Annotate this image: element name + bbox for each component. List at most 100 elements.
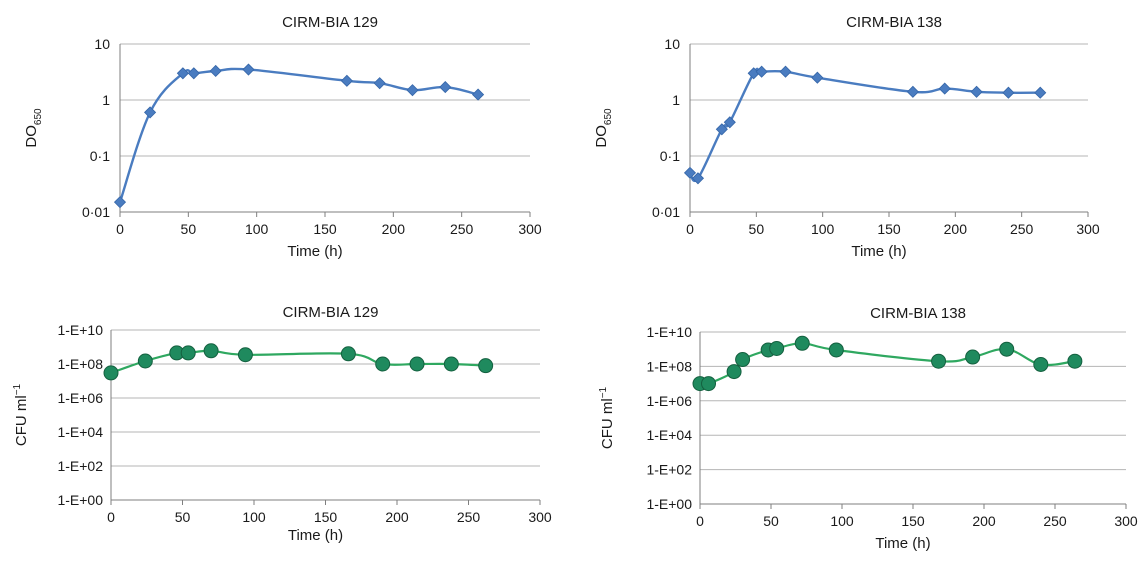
x-axis-label: Time (h) [287,243,342,260]
data-point [103,365,119,381]
x-tick-label: 250 [450,221,474,237]
data-point [1002,86,1015,99]
y-tick-label: 1-E+08 [57,356,103,372]
y-tick-label: 0·01 [82,204,110,220]
chart-title: CIRM-BIA 129 [283,304,379,321]
y-tick-label: 0·1 [660,148,680,164]
data-point [1034,86,1047,99]
x-tick-label: 150 [901,513,925,529]
data-point [701,376,717,392]
y-tick-label: 1-E+10 [57,322,103,338]
x-tick-label: 250 [1010,221,1034,237]
x-tick-label: 0 [696,513,704,529]
data-point [203,343,219,359]
x-tick-label: 200 [972,513,996,529]
x-tick-label: 150 [314,509,338,525]
y-tick-label: 1-E+00 [646,496,692,512]
data-point [406,84,419,97]
y-tick-label: 1-E+02 [57,458,103,474]
data-point [1067,353,1083,369]
x-tick-label: 200 [382,221,406,237]
x-tick-label: 300 [1076,221,1100,237]
data-point [794,335,810,351]
data-point [439,81,452,94]
y-tick-label: 1-E+10 [646,324,692,340]
y-tick-label: 1-E+06 [646,393,692,409]
data-point [137,353,153,369]
data-point [176,67,189,80]
series-line [699,342,1076,386]
data-point [478,358,494,374]
x-tick-label: 150 [877,221,901,237]
x-tick-label: 300 [518,221,542,237]
data-point [906,85,919,98]
x-tick-label: 0 [116,221,124,237]
data-point [970,85,983,98]
data-point [726,364,742,380]
data-point [409,356,425,372]
data-point [237,347,253,363]
data-point [965,349,981,365]
data-point [769,340,785,356]
data-point [999,341,1015,357]
data-point [187,67,200,80]
y-axis-label: DO650 [593,108,614,148]
chart-title: CIRM-BIA 138 [870,305,966,322]
data-point [113,196,127,209]
x-tick-label: 50 [181,221,197,237]
data-point [443,356,459,372]
data-point [1033,356,1049,372]
x-tick-label: 250 [457,509,481,525]
y-tick-label: 1-E+02 [646,462,692,478]
chart-title: CIRM-BIA 129 [282,14,378,31]
y-tick-label: 1-E+06 [57,390,103,406]
data-point [723,116,736,129]
data-point [472,88,485,101]
x-tick-label: 250 [1043,513,1067,529]
x-tick-label: 0 [107,509,115,525]
series-line [110,349,486,374]
data-point [242,63,255,76]
y-tick-label: 10 [664,36,680,52]
x-tick-label: 50 [749,221,765,237]
data-point [209,64,222,78]
y-tick-label: 1-E+08 [646,358,692,374]
data-point [938,82,951,95]
data-point [715,123,728,136]
data-point [691,172,705,185]
series-line [688,67,1041,183]
x-axis-label: Time (h) [288,527,343,544]
x-tick-label: 300 [1114,513,1138,529]
series-line [118,67,479,203]
y-tick-label: 1-E+04 [646,427,692,443]
y-tick-label: 1-E+04 [57,424,103,440]
data-point [735,352,751,368]
y-axis-label: CFU ml−1 [598,386,616,449]
chart-cfu-cirm-bia-129: CIRM-BIA 129 1-E+00 1-E+02 1-E+04 1-E+06 1-E+… [12,304,552,544]
data-point [811,71,824,84]
y-axis-label: DO650 [23,108,44,148]
chart-cfu-cirm-bia-138: CIRM-BIA 138 1-E+00 1-E+02 1-E+04 1-E+06 1-E+… [598,305,1138,552]
y-axis-label: CFU ml−1 [12,383,30,446]
y-tick-label: 1 [102,92,110,108]
data-point [180,345,196,361]
x-tick-label: 100 [242,509,266,525]
data-point [931,353,947,369]
x-tick-label: 200 [944,221,968,237]
x-tick-label: 200 [385,509,409,525]
data-point [144,106,157,119]
x-tick-label: 100 [811,221,835,237]
x-axis-label: Time (h) [875,535,930,552]
y-tick-label: 1-E+00 [57,492,103,508]
data-point [683,166,697,179]
x-tick-label: 0 [686,221,694,237]
x-tick-label: 50 [763,513,779,529]
data-point [755,65,768,78]
x-tick-label: 300 [528,509,552,525]
y-tick-label: 1 [672,92,680,108]
chart-title: CIRM-BIA 138 [846,14,942,31]
x-tick-label: 100 [830,513,854,529]
data-point [828,342,844,358]
